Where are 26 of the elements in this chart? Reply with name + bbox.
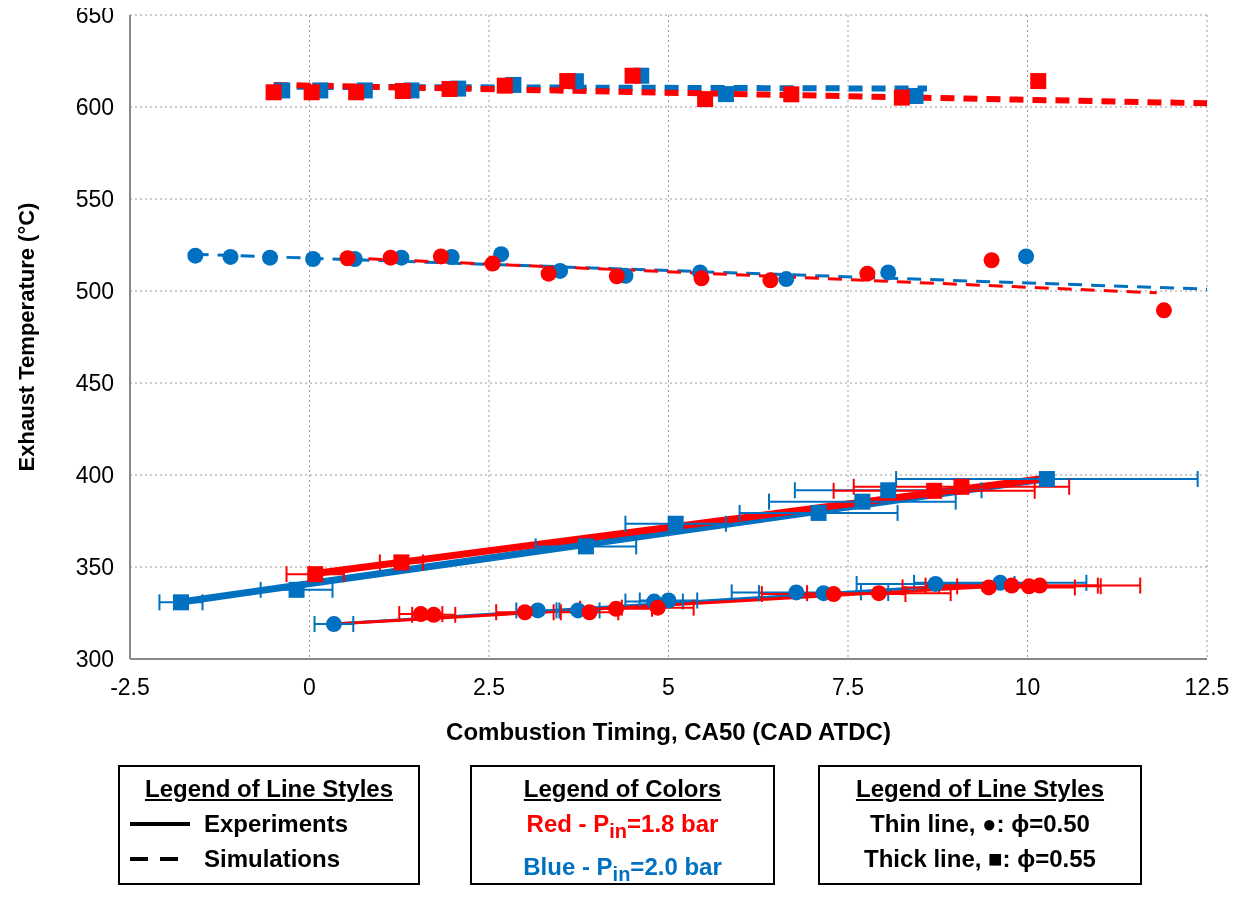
text: Red - P$_{in}$=1.8 bar <box>525 809 720 844</box>
text: Thin line, ●: ϕ=0.50 <box>869 809 1091 839</box>
text: Experiments <box>204 809 349 839</box>
x-tick-label: 2.5 <box>473 674 505 701</box>
y-tick-label: 600 <box>75 94 114 121</box>
x-tick-label: 0 <box>303 674 316 701</box>
text: Legend of Line Styles <box>854 774 1105 804</box>
x-tick-label: 7.5 <box>832 674 864 701</box>
text: Legend of Line Styles <box>143 774 394 804</box>
y-tick-label: 500 <box>75 278 114 305</box>
x-axis-title: Combustion Timing, CA50 (CAD ATDC) <box>446 718 891 745</box>
y-tick-label: 450 <box>75 370 114 397</box>
text: Simulations <box>204 844 341 874</box>
y-tick-label: 300 <box>75 646 114 673</box>
text: Legend of Colors <box>522 774 723 804</box>
text: Thick line, ■: ϕ=0.55 <box>863 844 1097 874</box>
x-tick-label: 5 <box>662 674 675 701</box>
x-tick-label: 10 <box>1014 674 1041 701</box>
x-tick-label: 12.5 <box>1184 674 1230 701</box>
y-axis-title: Exhaust Temperature (°C) <box>13 202 39 472</box>
y-tick-label: 400 <box>75 462 114 489</box>
y-tick-label: 650 <box>75 2 114 29</box>
text: Blue - P$_{in}$=2.0 bar <box>522 851 723 887</box>
y-tick-label: 350 <box>75 554 114 581</box>
x-tick-label: -2.5 <box>110 674 150 701</box>
y-tick-label: 550 <box>75 186 114 213</box>
